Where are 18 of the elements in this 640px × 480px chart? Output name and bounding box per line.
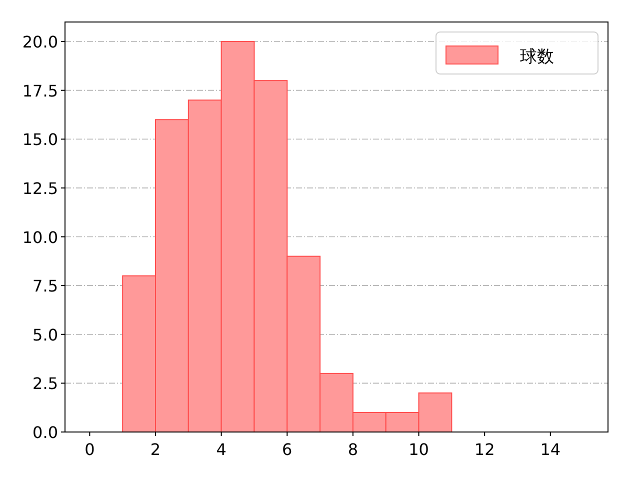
y-tick-label: 2.5 — [32, 374, 58, 394]
y-tick-label: 10.0 — [22, 228, 58, 247]
y-tick-label: 17.5 — [22, 81, 58, 100]
y-tick-label: 5.0 — [32, 325, 58, 344]
y-tick-label: 12.5 — [22, 178, 58, 198]
y-tick-label: 15.0 — [22, 130, 58, 150]
y-tick-label: 20.0 — [22, 32, 58, 52]
x-tick-label: 8 — [348, 440, 358, 459]
x-tick-label: 4 — [216, 440, 226, 459]
x-tick-label: 6 — [282, 440, 292, 459]
x-tick-label: 14 — [540, 440, 561, 459]
y-tick-label: 7.5 — [32, 276, 58, 296]
x-tick-label: 10 — [408, 440, 429, 459]
x-tick-label: 0 — [84, 440, 95, 459]
y-tick-label: 0.0 — [32, 423, 58, 442]
x-tick-label: 2 — [150, 440, 161, 459]
x-tick-label: 12 — [474, 440, 495, 459]
legend-label: 球数 — [520, 47, 554, 67]
